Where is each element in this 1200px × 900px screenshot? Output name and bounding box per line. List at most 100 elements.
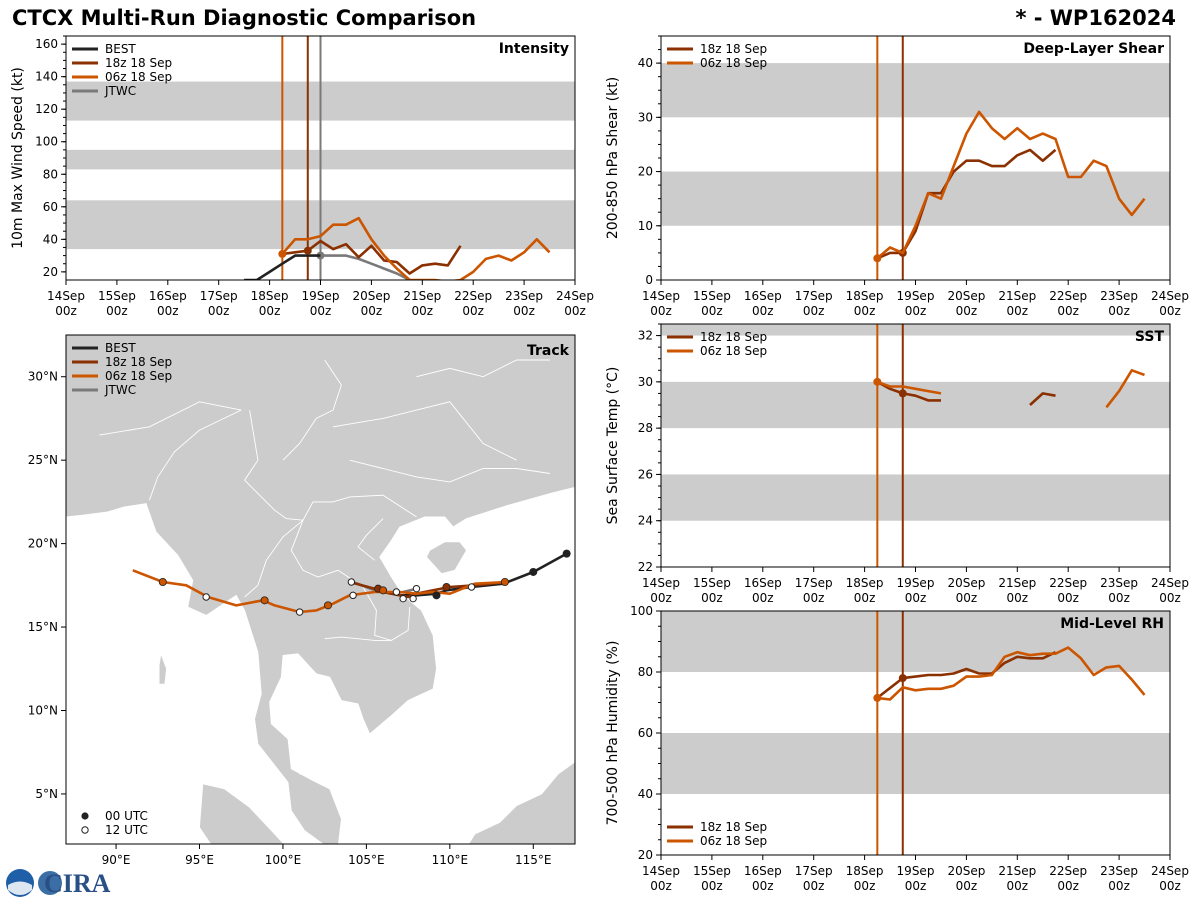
track-ytick-label: 10°N [28,703,58,717]
rh-ytick-label: 20 [638,848,653,862]
xtick-hour-label: 00z [1007,304,1029,318]
rh-ytick-label: 60 [638,726,653,740]
legend-label-run18: 18z 18 Sep [700,330,767,344]
track-point-00utc-best [432,591,441,600]
sst-ytick-label: 22 [638,560,653,574]
svg-text:CIRA: CIRA [44,869,111,898]
xtick-hour-label: 00z [905,304,927,318]
rh-init-marker-run18 [898,674,907,683]
xtick-hour-label: 00z [701,879,723,893]
intensity-ytick-label: 120 [35,102,58,116]
xtick-day-label: 16Sep [149,289,187,303]
xtick-hour-label: 00z [106,304,128,318]
legend-label-run18: 18z 18 Sep [105,355,172,369]
rh-ytick-label: 40 [638,787,653,801]
xtick-hour-label: 00z [1007,591,1029,605]
xtick-day-label: 15Sep [693,864,731,878]
sst-ytick-label: 28 [638,421,653,435]
shear-series-run06 [876,110,1146,260]
sst-series-run18 [876,380,941,402]
xtick-day-label: 24Sep [1151,576,1189,590]
xtick-hour-label: 00z [752,591,774,605]
cira-globe-icon [38,871,62,895]
map-border-line [416,359,550,378]
xtick-hour-label: 00z [956,591,978,605]
intensity-series-run06 [281,216,551,280]
intensity-init-marker-run18 [303,246,312,255]
track-ytick-label: 25°N [28,453,58,467]
intensity-ytick-label: 40 [43,232,58,246]
intensity-series-best [244,254,321,280]
legend-label-run18: 18z 18 Sep [700,820,767,834]
track-series-best [399,552,568,597]
shear-ytick-label: 0 [645,273,653,287]
xtick-hour-label: 00z [1007,879,1029,893]
xtick-day-label: 20Sep [947,289,985,303]
track-title: Track [527,343,570,359]
track-point-12utc-run06 [202,593,210,601]
rh-panel: 2040608010014Sep00z15Sep00z16Sep00z17Sep… [605,604,1189,893]
shear-title: Deep-Layer Shear [1023,41,1164,57]
xtick-hour-label: 00z [564,304,586,318]
map-border-line [349,459,551,483]
track-ytick-label: 5°N [35,787,58,801]
xtick-day-label: 17Sep [795,289,833,303]
legend-label-jtwc: JTWC [104,84,136,98]
legend-label-best: BEST [105,341,136,355]
xtick-hour-label: 00z [462,304,484,318]
xtick-hour-label: 00z [412,304,434,318]
map-border-line [324,636,392,641]
track-point-12utc-jtwc [399,594,407,603]
legend-label-run06: 06z 18 Sep [700,834,767,848]
sst-ytick-label: 24 [638,514,653,528]
xtick-day-label: 23Sep [1100,864,1138,878]
xtick-hour-label: 00z [956,304,978,318]
xtick-hour-label: 00z [905,591,927,605]
map-border-line [244,519,304,598]
intensity-ylabel: 10m Max Wind Speed (kt) [10,67,26,249]
rh-series-run06 [877,646,1146,701]
xtick-day-label: 23Sep [1100,289,1138,303]
xtick-day-label: 21Sep [998,864,1036,878]
track-point-00utc-run06 [379,586,388,595]
xtick-hour-label: 00z [701,591,723,605]
xtick-day-label: 20Sep [352,289,390,303]
intensity-series-jtwc [320,254,411,280]
legend-label-run18: 18z 18 Sep [105,56,172,70]
intensity-ytick-label: 80 [43,167,58,181]
xtick-day-label: 16Sep [744,864,782,878]
rh-init-marker-run06 [873,693,882,702]
xtick-day-label: 17Sep [795,576,833,590]
xtick-hour-label: 00z [956,879,978,893]
xtick-day-label: 22Sep [1049,289,1087,303]
sst-band [661,324,1170,336]
xtick-day-label: 16Sep [744,289,782,303]
xtick-hour-label: 00z [1108,591,1130,605]
legend-label-run06: 06z 18 Sep [105,369,172,383]
sst-init-marker-run06 [873,377,882,386]
track-point-12utc-run06 [295,608,304,616]
xtick-hour-label: 00z [1108,304,1130,318]
xtick-hour-label: 00z [1159,591,1181,605]
intensity-ytick-label: 20 [43,265,58,279]
shear-panel: 01020304014Sep00z15Sep00z16Sep00z17Sep00… [605,35,1189,318]
sst-band [661,474,1170,521]
map-border-line [148,409,242,501]
track-xtick-label: 115°E [515,853,552,867]
xtick-day-label: 14Sep [642,576,680,590]
track-point-12utc-run18 [412,584,421,593]
xtick-day-label: 16Sep [744,576,782,590]
xtick-day-label: 14Sep [642,864,680,878]
track-xtick-label: 105°E [348,853,385,867]
xtick-day-label: 19Sep [897,289,935,303]
legend-label-run06: 06z 18 Sep [105,70,172,84]
track-point-12utc-run06 [409,594,417,603]
sst-series-run06 [876,380,942,395]
xtick-hour-label: 00z [310,304,332,318]
shear-ylabel: 200-850 hPa Shear (kt) [605,77,621,239]
track-ytick-label: 20°N [28,537,58,551]
xtick-day-label: 22Sep [1049,864,1087,878]
